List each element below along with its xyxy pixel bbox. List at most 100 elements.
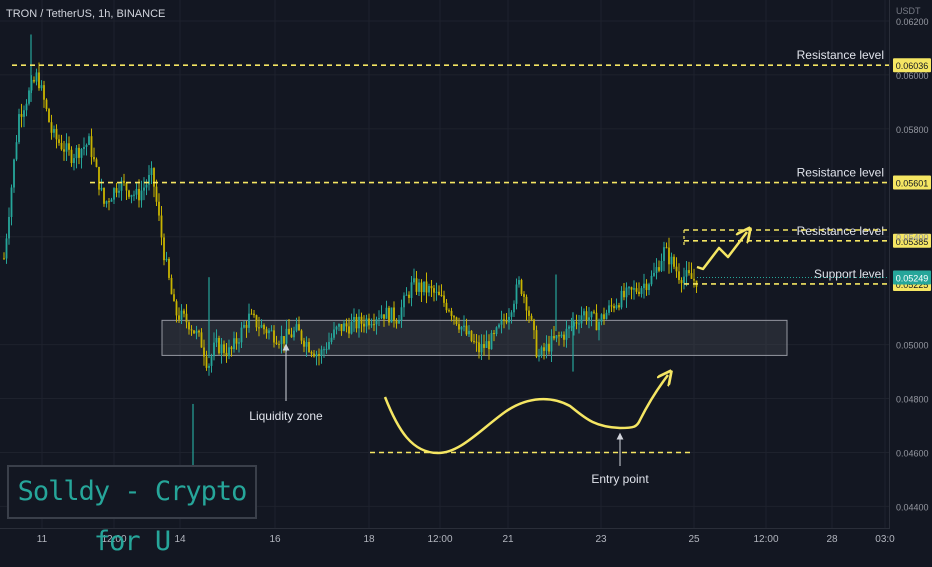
candle-body (140, 190, 143, 201)
candle-body (590, 311, 593, 318)
current-price-label: 0.05249 (896, 273, 929, 283)
candle-body (363, 323, 365, 327)
candle-body (50, 122, 53, 133)
candle-body (423, 281, 425, 293)
x-tick-label: 12:00 (753, 534, 778, 545)
candle-body (248, 313, 250, 328)
candle-body (560, 334, 563, 337)
entry-point-label: Entry point (591, 472, 649, 486)
x-tick-label: 03:0 (875, 534, 895, 545)
y-tick-label: 0.06000 (896, 71, 929, 81)
candle-body (430, 285, 433, 289)
ticker-title: TRON / TetherUS, 1h, BINANCE (6, 8, 166, 20)
candle-body (63, 149, 65, 152)
x-tick-label: 23 (595, 534, 607, 545)
candle-body (75, 147, 78, 159)
candle-body (638, 291, 640, 294)
candle-body (620, 290, 623, 308)
candle-body (390, 307, 393, 323)
candle-body (403, 295, 405, 308)
candle-body (665, 247, 668, 249)
level-label: Support level (814, 267, 884, 281)
candle-body (565, 328, 568, 340)
candle-body (210, 356, 213, 366)
candle-body (185, 313, 188, 323)
x-tick-label: 12:00 (101, 534, 126, 545)
candle-body (468, 330, 470, 335)
candle-body (675, 266, 678, 272)
candle-body (405, 294, 408, 296)
x-tick-label: 18 (363, 534, 375, 545)
candle-body (3, 258, 5, 260)
candle-body (113, 188, 115, 200)
candle-body (413, 278, 415, 283)
candle-body (38, 72, 40, 89)
candle-body (630, 287, 633, 290)
candle-body (673, 256, 675, 267)
candle-body (165, 258, 168, 261)
x-tick-label: 14 (174, 534, 186, 545)
candle-body (465, 325, 468, 335)
candle-body (85, 144, 88, 147)
candle-body (410, 282, 413, 298)
candle-body (643, 283, 645, 289)
candle-body (125, 182, 128, 191)
candle-body (615, 305, 618, 309)
candle-body (555, 335, 558, 339)
candle-body (55, 128, 58, 140)
candle-body (145, 184, 148, 188)
candle-body (265, 329, 268, 334)
y-tick-label: 0.05400 (896, 233, 929, 243)
candle-body (93, 157, 95, 160)
candle-body (350, 321, 353, 334)
candle-body (640, 288, 643, 294)
candle-body (283, 336, 285, 344)
level-price-tag (893, 58, 931, 73)
candle-body (175, 301, 178, 316)
candle-body (503, 319, 505, 321)
candle-body (678, 271, 680, 281)
candle-body (398, 320, 400, 324)
candle-body (298, 324, 300, 331)
y-tick-label: 0.06200 (896, 17, 929, 27)
candle-body (233, 338, 235, 350)
candle-body (310, 352, 313, 354)
candle-body (143, 187, 145, 191)
x-tick-label: 21 (502, 534, 514, 545)
candle-body (570, 326, 573, 328)
candle-body (628, 287, 630, 289)
candle-body (215, 337, 218, 343)
candle-body (98, 167, 100, 190)
candle-body (160, 215, 163, 238)
candle-body (103, 187, 105, 204)
candle-body (225, 352, 228, 357)
candle-body (443, 295, 445, 303)
candle-body (495, 327, 498, 335)
candle-body (235, 338, 238, 344)
liquidity-zone-label: Liquidity zone (249, 409, 323, 423)
candle-body (348, 326, 350, 334)
level-price-label: 0.05601 (896, 179, 929, 189)
candle-body (220, 344, 223, 354)
candle-body (275, 342, 278, 344)
candle-body (533, 319, 535, 331)
candle-body (70, 149, 73, 164)
candle-body (625, 287, 628, 298)
candle-body (485, 341, 488, 348)
candle-body (573, 322, 575, 327)
candle-body (603, 314, 605, 319)
candle-body (373, 324, 375, 326)
candle-body (5, 238, 8, 259)
candle-body (88, 136, 90, 145)
candle-body (438, 291, 440, 295)
candle-body (400, 307, 403, 321)
candle-body (385, 307, 388, 319)
candle-body (328, 341, 330, 349)
candle-body (65, 143, 68, 152)
candle-body (323, 349, 325, 351)
candle-body (263, 325, 265, 330)
candle-body (108, 201, 110, 203)
candle-body (478, 342, 480, 353)
candle-body (683, 276, 685, 284)
candle-body (548, 343, 550, 352)
